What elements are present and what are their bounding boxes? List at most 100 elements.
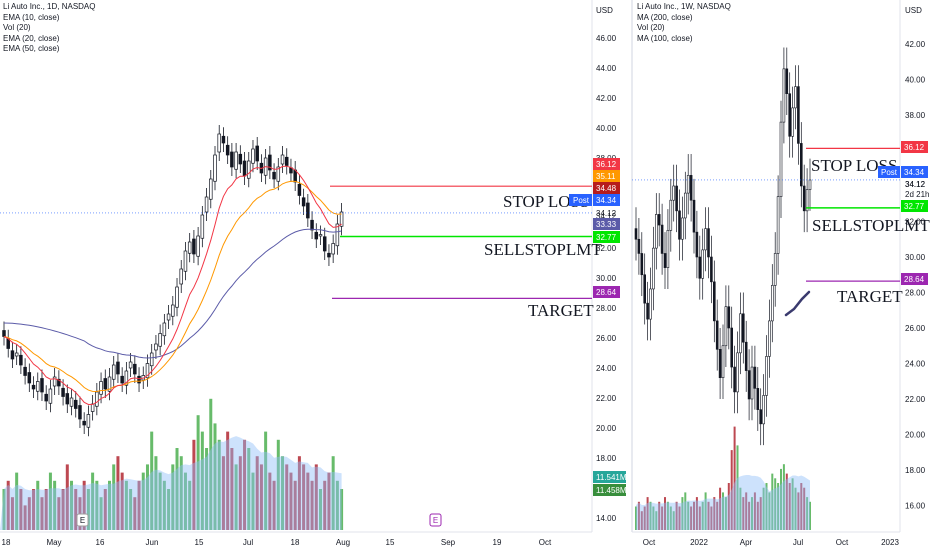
left-volume-bar (141, 472, 145, 530)
right-legend-ma100[interactable]: MA (100, close) (637, 33, 693, 43)
left-candle-body (57, 378, 61, 387)
right-candle-body (768, 320, 771, 357)
left-candle-body (322, 236, 327, 252)
left-legend-title[interactable]: Li Auto Inc., 1D, NASDAQ (3, 2, 96, 11)
right-volume-bar (777, 483, 780, 530)
right-y-tick-label: 38.00 (905, 111, 926, 120)
left-volume-bar (335, 480, 339, 530)
left-candle-body (65, 393, 70, 405)
right-price-tag (901, 273, 928, 285)
left-candle-body (120, 375, 124, 384)
right-legend-ma200[interactable]: MA (200, close) (637, 12, 693, 22)
right-legend-title[interactable]: Li Auto Inc., 1W, NASDAQ (637, 2, 731, 11)
left-legend-ema50[interactable]: EMA (50, close) (3, 44, 60, 53)
left-legend-vol[interactable]: Vol (20) (3, 23, 31, 32)
right-candle-body (779, 121, 783, 197)
right-volume-bar (649, 501, 652, 530)
right-candle-body (654, 214, 658, 249)
right-volume-bar (751, 497, 753, 530)
left-volume-bar (57, 497, 61, 530)
right-candle-body (707, 228, 710, 258)
right-legend-vol[interactable]: Vol (20) (637, 23, 665, 32)
left-price-tag (593, 471, 626, 483)
right-price-tag (901, 200, 928, 212)
left-candle-body (297, 183, 302, 196)
left-candle-body (175, 286, 179, 308)
left-axis-unit: USD (596, 6, 613, 15)
left-candle-body (242, 160, 247, 177)
right-volume-bar (780, 468, 782, 530)
right-volume-bar (698, 506, 701, 530)
left-earnings-marker-2-label: E (433, 516, 438, 525)
right-volume-bar (672, 511, 675, 530)
right-price-tag (901, 141, 928, 153)
left-legend-ema10[interactable]: EMA (10, close) (3, 12, 60, 22)
left-volume-bar (129, 489, 133, 530)
left-candle-body (255, 145, 259, 162)
right-candle-body (799, 143, 803, 187)
right-stop-loss-label: STOP LOSS (811, 156, 897, 175)
left-price-tag (593, 484, 626, 496)
right-y-tick-label: 30.00 (905, 253, 926, 262)
right-candle-body (759, 409, 763, 425)
left-volume-bar (293, 480, 297, 530)
right-volume-bar (809, 501, 811, 530)
right-candle-body (776, 196, 780, 254)
left-candle-body (192, 238, 196, 255)
left-y-tick-label: 18.00 (596, 454, 617, 463)
right-candle-body (646, 302, 649, 320)
left-x-tick-label: Aug (336, 538, 350, 547)
left-candle-body (124, 370, 129, 386)
right-candle-body (715, 320, 719, 350)
right-candle-body (689, 175, 693, 201)
left-y-tick-label: 20.00 (596, 424, 617, 433)
left-price-tag-label: 11.541M (596, 473, 627, 482)
right-y-tick-label: 32.00 (905, 218, 926, 227)
left-price-tag-label: 33.33 (596, 220, 617, 229)
right-volume-bar (693, 501, 695, 530)
left-x-tick-label: Sep (441, 538, 456, 547)
left-candle-body (128, 361, 133, 369)
right-legend: Li Auto Inc., 1W, NASDAQ MA (200, close)… (637, 2, 731, 44)
right-volume-bar (652, 506, 655, 530)
right-volume-bar (768, 492, 771, 530)
left-candle-body (318, 234, 323, 237)
right-volume-bar (797, 492, 800, 530)
right-post-tag-label: Post (881, 168, 898, 177)
left-candle-body (276, 166, 281, 182)
left-y-tick-label: 26.00 (596, 334, 617, 343)
left-volume-bar (44, 489, 48, 530)
right-current-price-label: 34.12 (905, 180, 926, 189)
left-legend-ema20[interactable]: EMA (20, close) (3, 33, 60, 43)
right-y-tick-label: 26.00 (905, 324, 926, 333)
left-volume-bar (137, 480, 141, 530)
left-candle-body (44, 393, 48, 402)
right-candle-body (791, 107, 794, 137)
right-price-tag-label: 34.34 (904, 168, 925, 177)
right-volume-bar (684, 492, 687, 530)
right-candle-body (701, 249, 705, 279)
left-candle-body (116, 361, 120, 375)
left-candle-body (213, 154, 217, 182)
right-candle-body (672, 185, 676, 201)
left-volume-bar (281, 456, 285, 530)
left-volume-bar (213, 423, 217, 530)
right-candle-body (657, 214, 661, 226)
right-volume-bar (666, 501, 669, 530)
right-candle-body (683, 192, 687, 219)
left-volume-bar (171, 464, 175, 530)
right-y-tick-label: 16.00 (905, 502, 926, 511)
left-volume-bar (183, 472, 187, 530)
left-volume-bar (27, 497, 31, 530)
left-volume-bar (221, 456, 225, 530)
right-candle-body (669, 199, 673, 231)
right-candle-body (765, 356, 768, 396)
right-volume-bar (771, 473, 774, 530)
right-candle-body (747, 370, 751, 400)
left-candle-body (90, 403, 95, 412)
right-y-tick-label: 42.00 (905, 40, 926, 49)
left-volume-bar (32, 489, 36, 530)
left-volume-bar (103, 489, 107, 530)
left-candle-body (171, 304, 175, 317)
right-candle-body (652, 247, 655, 290)
